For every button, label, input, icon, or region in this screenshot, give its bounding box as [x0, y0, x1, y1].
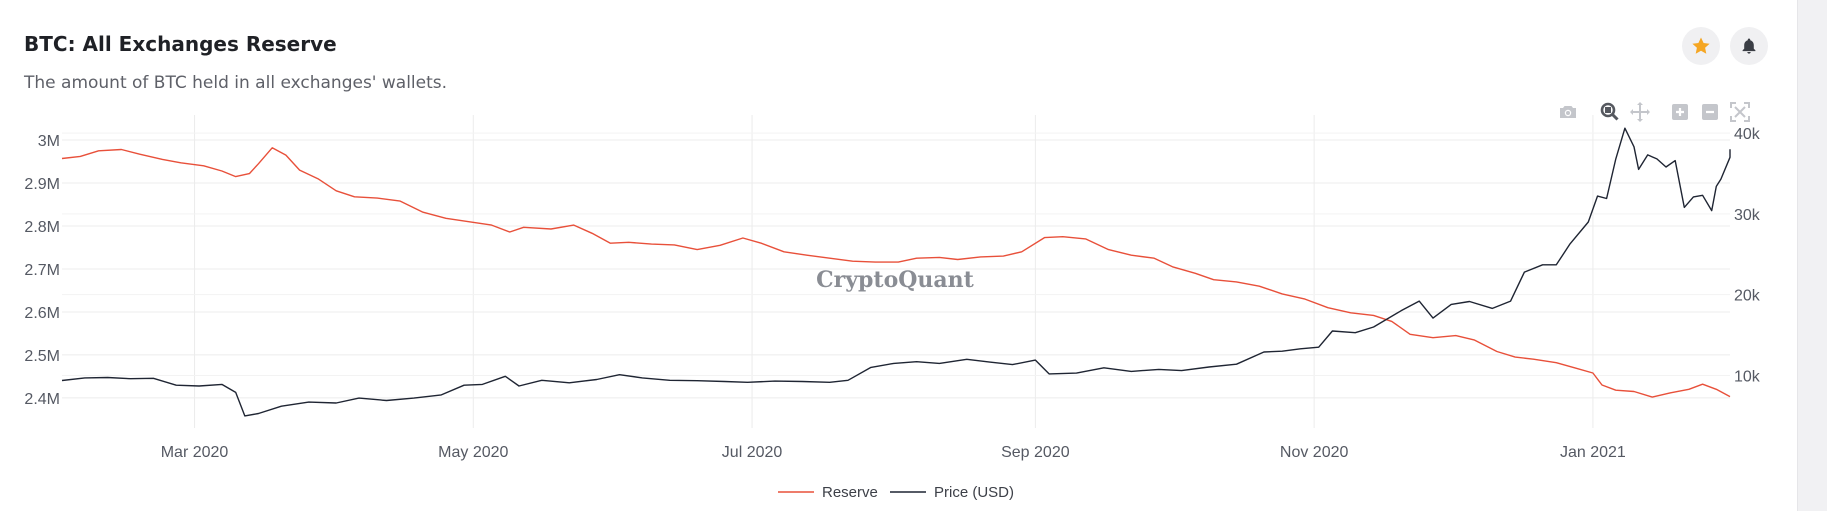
chart-subtitle: The amount of BTC held in all exchanges'… [24, 73, 448, 93]
y-left-tick-label: 3M [38, 133, 60, 150]
legend-label[interactable]: Price (USD) [934, 484, 1014, 501]
autoscale-icon[interactable] [1728, 100, 1752, 124]
alert-button[interactable] [1730, 27, 1768, 65]
y-gridlines [62, 132, 1730, 399]
y-left-tick-label: 2.9M [24, 176, 60, 193]
y-left-tick-labels: 2.4M 2.5M 2.6M 2.7M 2.8M 2.9M 3M [24, 133, 60, 408]
star-icon [1692, 37, 1710, 54]
x-tick-labels: Mar 2020 May 2020 Jul 2020 Sep 2020 Nov 2020… [161, 444, 1626, 461]
y-right-tick-label: 30k [1734, 207, 1761, 224]
y-left-tick-label: 2.4M [24, 391, 60, 408]
y-left-tick-label: 2.7M [24, 262, 60, 279]
bell-icon [1742, 38, 1756, 54]
legend-label[interactable]: Reserve [822, 484, 878, 501]
x-tick-label: Jul 2020 [722, 444, 783, 461]
legend[interactable]: Reserve Price (USD) [778, 484, 1014, 501]
pan-icon[interactable] [1628, 100, 1652, 124]
y-right-tick-label: 10k [1734, 368, 1761, 385]
series-line-reserve[interactable] [61, 147, 1731, 398]
x-tick-label: Sep 2020 [1001, 444, 1070, 461]
zoom-in-icon[interactable] [1668, 100, 1692, 124]
x-tick-label: May 2020 [438, 444, 508, 461]
y-right-tick-label: 20k [1734, 288, 1761, 305]
y-left-tick-label: 2.5M [24, 348, 60, 365]
y-left-tick-label: 2.8M [24, 219, 60, 236]
zoom-icon[interactable] [1598, 100, 1622, 124]
y-right-tick-label: 40k [1734, 126, 1761, 143]
camera-icon[interactable] [1556, 100, 1580, 124]
watermark: CryptoQuant [816, 267, 975, 293]
series-line-price[interactable] [61, 127, 1731, 417]
y-right-tick-labels: 10k 20k 30k 40k [1734, 126, 1761, 385]
x-tick-label: Jan 2021 [1560, 444, 1626, 461]
favorite-button[interactable] [1682, 27, 1720, 65]
chart-title: BTC: All Exchanges Reserve [24, 32, 337, 56]
x-tick-label: Nov 2020 [1280, 444, 1349, 461]
x-tick-label: Mar 2020 [161, 444, 229, 461]
zoom-out-icon[interactable] [1698, 100, 1722, 124]
series-layer [61, 127, 1731, 417]
y-left-tick-label: 2.6M [24, 305, 60, 322]
